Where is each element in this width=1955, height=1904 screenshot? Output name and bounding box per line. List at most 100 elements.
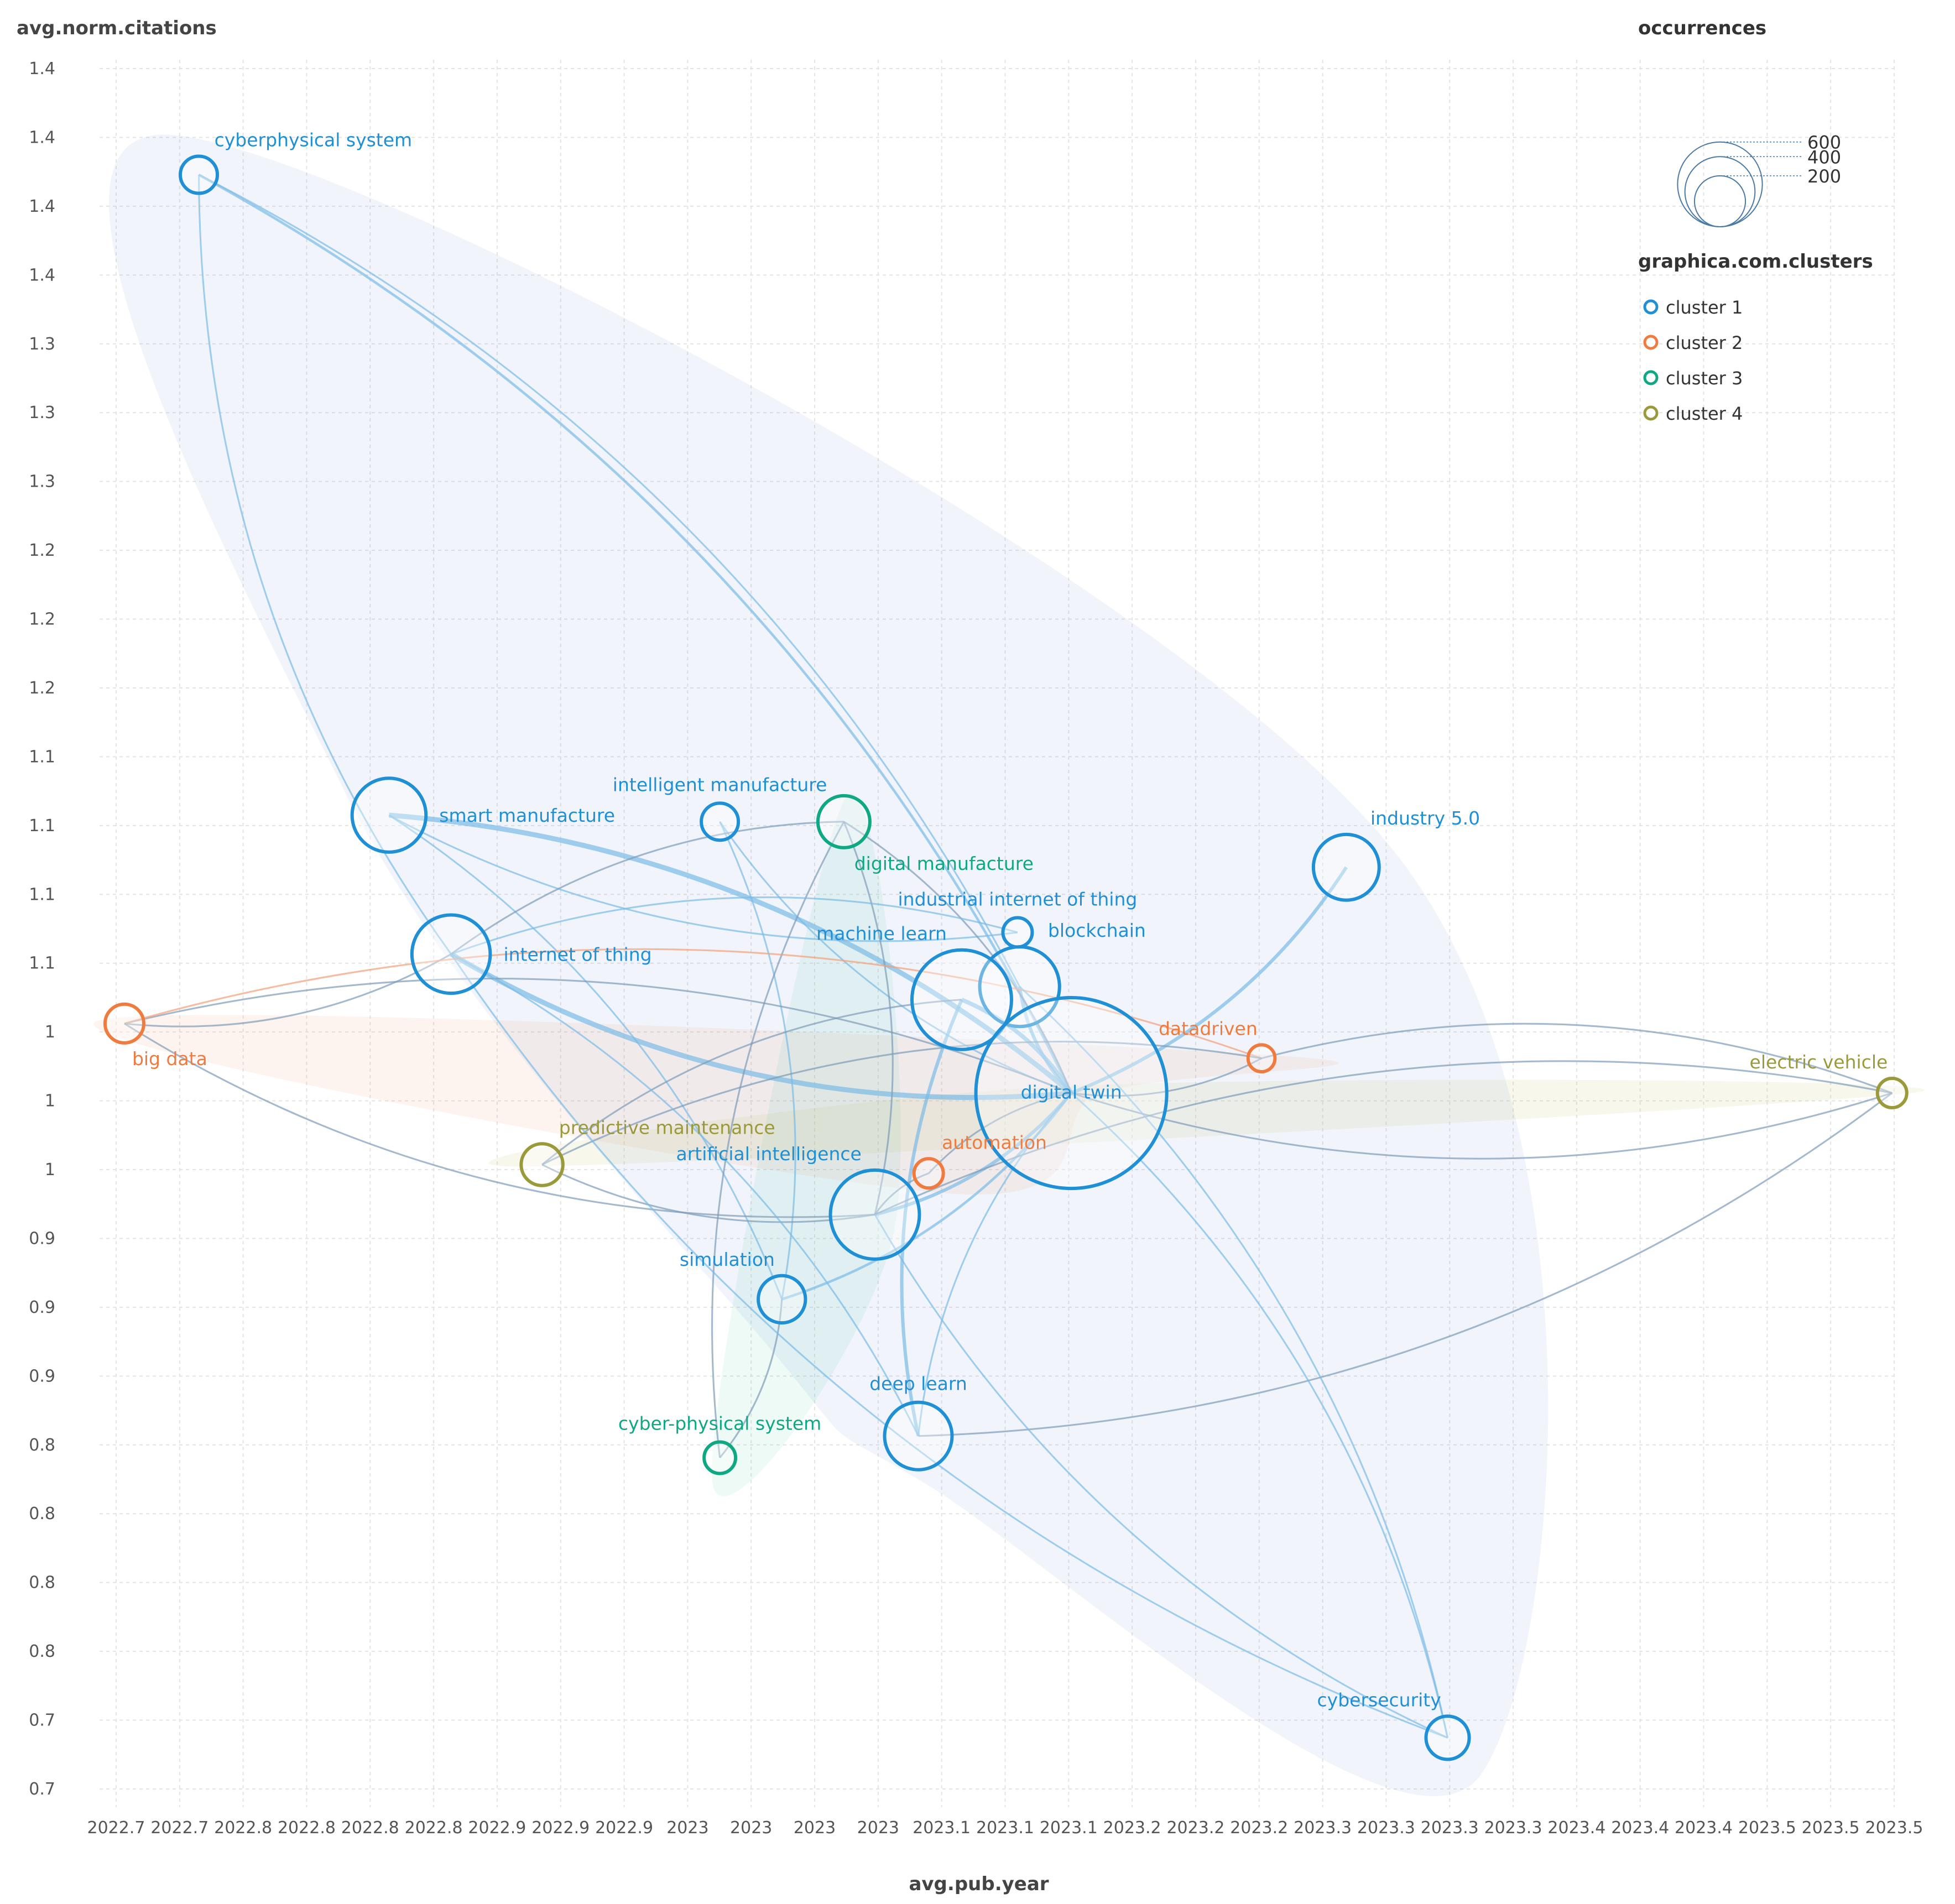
node-label: smart manufacture	[439, 805, 615, 826]
node-circle[interactable]	[883, 1400, 954, 1472]
axes: avg.norm.citations avg.pub.year	[17, 17, 1049, 1895]
node-circle[interactable]	[757, 1274, 807, 1325]
x-tick-label: 2023.2	[1230, 1818, 1288, 1838]
size-legend-circle	[1677, 141, 1763, 227]
node-circle[interactable]	[974, 995, 1169, 1191]
x-tick-label: 2022.9	[531, 1818, 590, 1838]
nodes	[103, 154, 1909, 1761]
edge	[900, 999, 963, 1437]
node-label: cybersecurity	[1317, 1689, 1441, 1710]
node-circle[interactable]	[1424, 1714, 1471, 1761]
x-tick-label: 2023.4	[1547, 1818, 1605, 1838]
x-tick-label: 2022.7	[87, 1818, 145, 1838]
y-tick-label: 0.8	[29, 1504, 55, 1524]
y-tick-label: 0.8	[29, 1573, 55, 1593]
x-tick-label: 2023.3	[1484, 1818, 1542, 1838]
edge	[917, 1092, 1072, 1436]
edge	[874, 1172, 929, 1216]
edge	[1019, 986, 1449, 1738]
node-circle[interactable]	[702, 1440, 738, 1475]
x-tick-label: 2023.1	[913, 1818, 971, 1838]
y-tick-label: 1.1	[29, 816, 55, 836]
y-tick-label: 1.3	[29, 335, 55, 354]
size-legend-title: occurrences	[1638, 17, 1766, 39]
size-legend-circle	[1684, 156, 1756, 228]
x-tick-label: 2022.8	[405, 1818, 463, 1838]
node-circle[interactable]	[1001, 916, 1034, 949]
node-circle[interactable]	[700, 801, 741, 842]
y-tick-label: 1.2	[29, 610, 55, 629]
node-label: artificial intelligence	[676, 1143, 862, 1165]
y-tick-label: 0.9	[29, 1366, 55, 1386]
edge	[961, 998, 1073, 1094]
cluster-legend-marker	[1643, 405, 1659, 421]
edge	[874, 1060, 1893, 1216]
node-circle[interactable]	[103, 1002, 145, 1045]
node-circle[interactable]	[519, 1142, 565, 1187]
cluster-legend-title: graphica.com.clusters	[1638, 251, 1873, 273]
x-tick-label: 2023.4	[1611, 1818, 1669, 1838]
edge	[124, 1023, 875, 1218]
edge	[450, 952, 1072, 1100]
node-circle[interactable]	[350, 776, 428, 854]
node-circle[interactable]	[912, 1157, 945, 1190]
node-circle[interactable]	[1246, 1043, 1277, 1074]
node-label: predictive maintenance	[559, 1117, 775, 1138]
edge	[843, 821, 1072, 1094]
size-legend-label: 600	[1807, 132, 1841, 153]
cluster-legend-label: cluster 2	[1666, 332, 1743, 353]
x-tick-label: 2022.8	[214, 1818, 272, 1838]
node-circle[interactable]	[1311, 832, 1381, 902]
y-tick-label: 0.8	[29, 1436, 55, 1455]
node-label: electric vehicle	[1750, 1051, 1888, 1073]
cluster-legend-label: cluster 1	[1666, 297, 1743, 318]
edge	[198, 174, 1021, 987]
node-circle[interactable]	[410, 913, 492, 995]
edge	[1071, 866, 1348, 1095]
edge	[197, 175, 452, 955]
node-label: industry 5.0	[1370, 807, 1480, 829]
grid: 2022.7 2022.7 2022.8 2022.8 2022.8 2022.8 2022…	[29, 59, 1923, 1838]
node-label: digital manufacture	[854, 853, 1034, 874]
edge	[450, 953, 919, 1437]
x-tick-label: 2023.5	[1865, 1818, 1923, 1838]
node-circle[interactable]	[179, 154, 220, 195]
x-tick-label: 2023.5	[1738, 1818, 1796, 1838]
y-tick-label: 1	[45, 1023, 55, 1042]
node-label: cyberphysical system	[215, 129, 413, 151]
edge	[450, 821, 844, 955]
edge	[711, 821, 845, 1458]
cluster-legend-marker	[1643, 299, 1659, 315]
y-tick-label: 1.1	[29, 747, 55, 766]
y-tick-label: 1.2	[29, 679, 55, 698]
size-legend-circle	[1693, 175, 1747, 227]
cluster-legend-label: cluster 4	[1666, 403, 1743, 424]
edge	[124, 953, 452, 1027]
y-tick-label: 0.9	[29, 1229, 55, 1248]
edge	[124, 978, 1072, 1094]
cluster-legend-marker	[1643, 335, 1659, 350]
node-label: internet of thing	[503, 943, 651, 965]
x-tick-label: 2023.5	[1802, 1818, 1860, 1838]
node-circle[interactable]	[910, 948, 1014, 1051]
edge	[719, 821, 796, 1300]
x-tick-label: 2022.9	[595, 1818, 653, 1838]
cluster-1-hull	[109, 134, 1549, 1796]
edge	[541, 999, 962, 1166]
size-legend-label: 400	[1807, 147, 1841, 168]
node-label: intelligent manufacture	[613, 774, 827, 795]
node-circle[interactable]	[816, 794, 872, 849]
size-legend-label: 200	[1807, 166, 1841, 187]
edge	[1261, 1023, 1893, 1094]
y-axis-title: avg.norm.citations	[17, 17, 217, 39]
cluster-legend-label: cluster 3	[1666, 368, 1743, 389]
node-label: deep learn	[869, 1373, 967, 1395]
x-tick-label: 2022.8	[341, 1818, 399, 1838]
x-tick-label: 2023.3	[1357, 1818, 1415, 1838]
node-circle[interactable]	[828, 1168, 921, 1261]
edge	[451, 896, 1018, 955]
x-tick-label: 2023.1	[1040, 1818, 1098, 1838]
y-tick-label: 1.3	[29, 403, 55, 422]
node-circle[interactable]	[1875, 1077, 1909, 1110]
